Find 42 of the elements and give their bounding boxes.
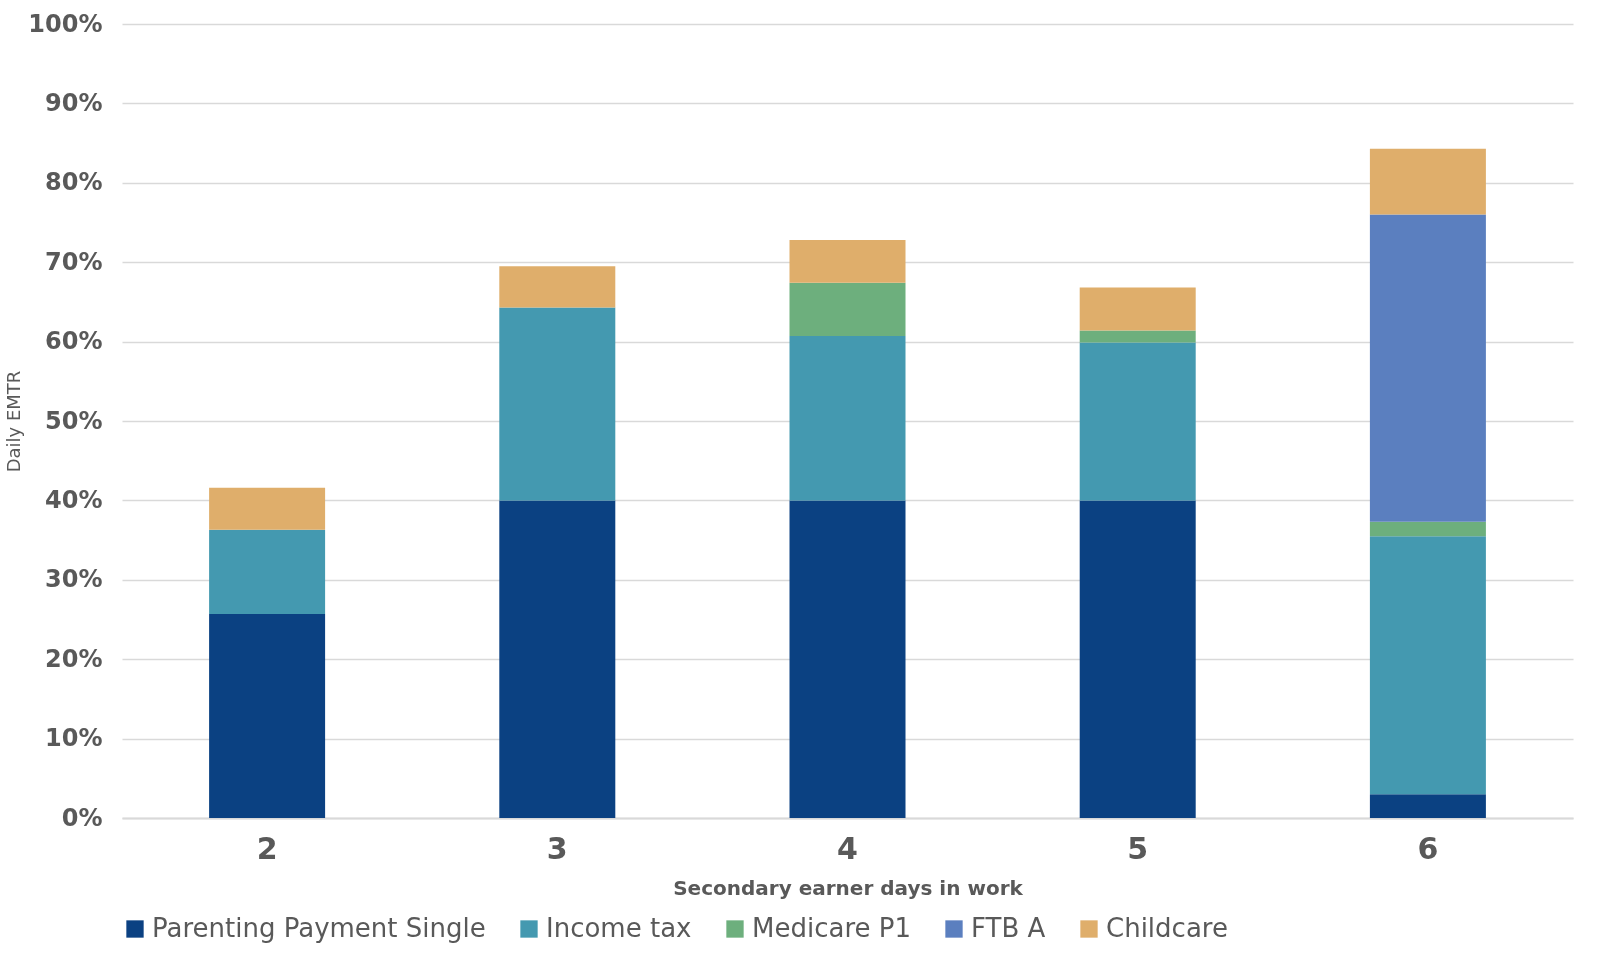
- x-axis-title: Secondary earner days in work: [673, 875, 1024, 900]
- y-tick-label: 20%: [45, 644, 103, 673]
- bar: [1079, 287, 1196, 331]
- bar: [1079, 500, 1196, 818]
- bar: [1079, 342, 1196, 501]
- y-tick-label: 70%: [45, 247, 103, 276]
- y-tick-label: 40%: [45, 485, 103, 514]
- bar: [1369, 536, 1486, 795]
- x-tick-label: 5: [1127, 830, 1149, 866]
- bar: [1369, 214, 1486, 522]
- legend-label: Childcare: [1106, 913, 1228, 943]
- bar: [209, 529, 326, 614]
- x-tick-label: 6: [1417, 830, 1439, 866]
- bar: [789, 336, 906, 501]
- y-tick-label: 80%: [45, 168, 103, 197]
- bar: [1369, 794, 1486, 818]
- bar: [209, 613, 326, 818]
- bar: [1079, 330, 1196, 343]
- legend-label: Parenting Payment Single: [152, 913, 486, 943]
- y-axis-title: Daily EMTR: [3, 370, 25, 473]
- x-tick-label: 3: [546, 830, 568, 866]
- y-tick-label: 60%: [45, 327, 103, 356]
- bar: [789, 500, 906, 818]
- y-tick-label: 30%: [45, 565, 103, 594]
- legend-label: Income tax: [546, 913, 692, 943]
- y-tick-label: 100%: [28, 9, 103, 38]
- bar: [789, 239, 906, 283]
- y-tick-label: 90%: [45, 88, 103, 117]
- bar: [789, 282, 906, 337]
- y-tick-label: 0%: [61, 803, 103, 832]
- y-tick-label: 50%: [45, 406, 103, 435]
- bar: [499, 266, 616, 308]
- legend-label: Medicare P1: [752, 913, 911, 943]
- bar: [209, 487, 326, 530]
- bar: [1369, 521, 1486, 537]
- x-tick-label: 4: [837, 830, 858, 866]
- legend-label: FTB A: [971, 913, 1046, 943]
- bar: [1369, 148, 1486, 215]
- bar: [499, 500, 616, 818]
- x-tick-label: 2: [256, 830, 278, 866]
- bar: [499, 307, 616, 501]
- y-tick-label: 10%: [45, 724, 103, 753]
